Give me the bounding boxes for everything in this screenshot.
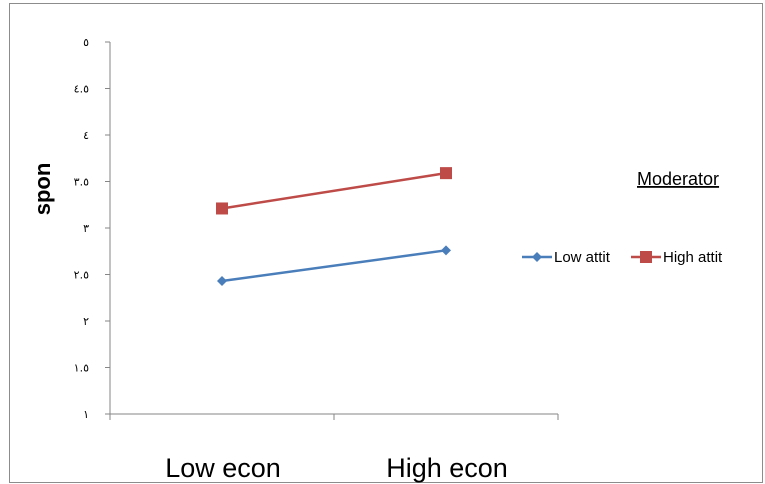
- legend-title: Moderator: [637, 169, 719, 189]
- axes: [105, 41, 559, 420]
- y-tick-label: ٣.٥: [74, 176, 89, 189]
- data-point-marker: [216, 202, 228, 215]
- series-line-0: [221, 249, 447, 283]
- data-point-marker: [440, 167, 452, 180]
- legend-swatch-marker: [532, 252, 542, 262]
- y-tick-label: ٢: [83, 315, 89, 328]
- y-tick-label: ٥: [83, 36, 89, 49]
- y-tick-label: ١: [83, 408, 89, 421]
- legend-label: Low attit: [554, 249, 611, 266]
- y-tick-label: ١.٥: [74, 362, 89, 375]
- y-tick-label: ٤: [83, 129, 89, 142]
- y-tick-label: ٤.٥: [74, 83, 89, 96]
- data-point-marker: [217, 276, 227, 287]
- legend-swatch-marker: [640, 251, 652, 263]
- x-category-labels: Low econ High econ: [165, 453, 508, 483]
- series-layer: [216, 167, 452, 287]
- y-tick-label: ٣: [83, 222, 89, 235]
- legend: Low attit High attit: [522, 249, 723, 266]
- y-axis-label: spon: [30, 163, 55, 216]
- line-chart: ١ ١.٥ ٢ ٢.٥ ٣ ٣.٥ ٤ ٤.٥ ٥ Low econ High econ spon…: [30, 36, 723, 483]
- y-tick-label: ٢.٥: [74, 269, 89, 282]
- series-line-1: [221, 171, 447, 210]
- y-tick-labels: ١ ١.٥ ٢ ٢.٥ ٣ ٣.٥ ٤ ٤.٥ ٥: [74, 36, 89, 421]
- chart-frame: ١ ١.٥ ٢ ٢.٥ ٣ ٣.٥ ٤ ٤.٥ ٥ Low econ High econ spon…: [9, 3, 763, 483]
- x-category-label: Low econ: [165, 453, 281, 483]
- legend-label: High attit: [663, 249, 723, 266]
- data-point-marker: [441, 245, 451, 256]
- x-category-label: High econ: [386, 453, 508, 483]
